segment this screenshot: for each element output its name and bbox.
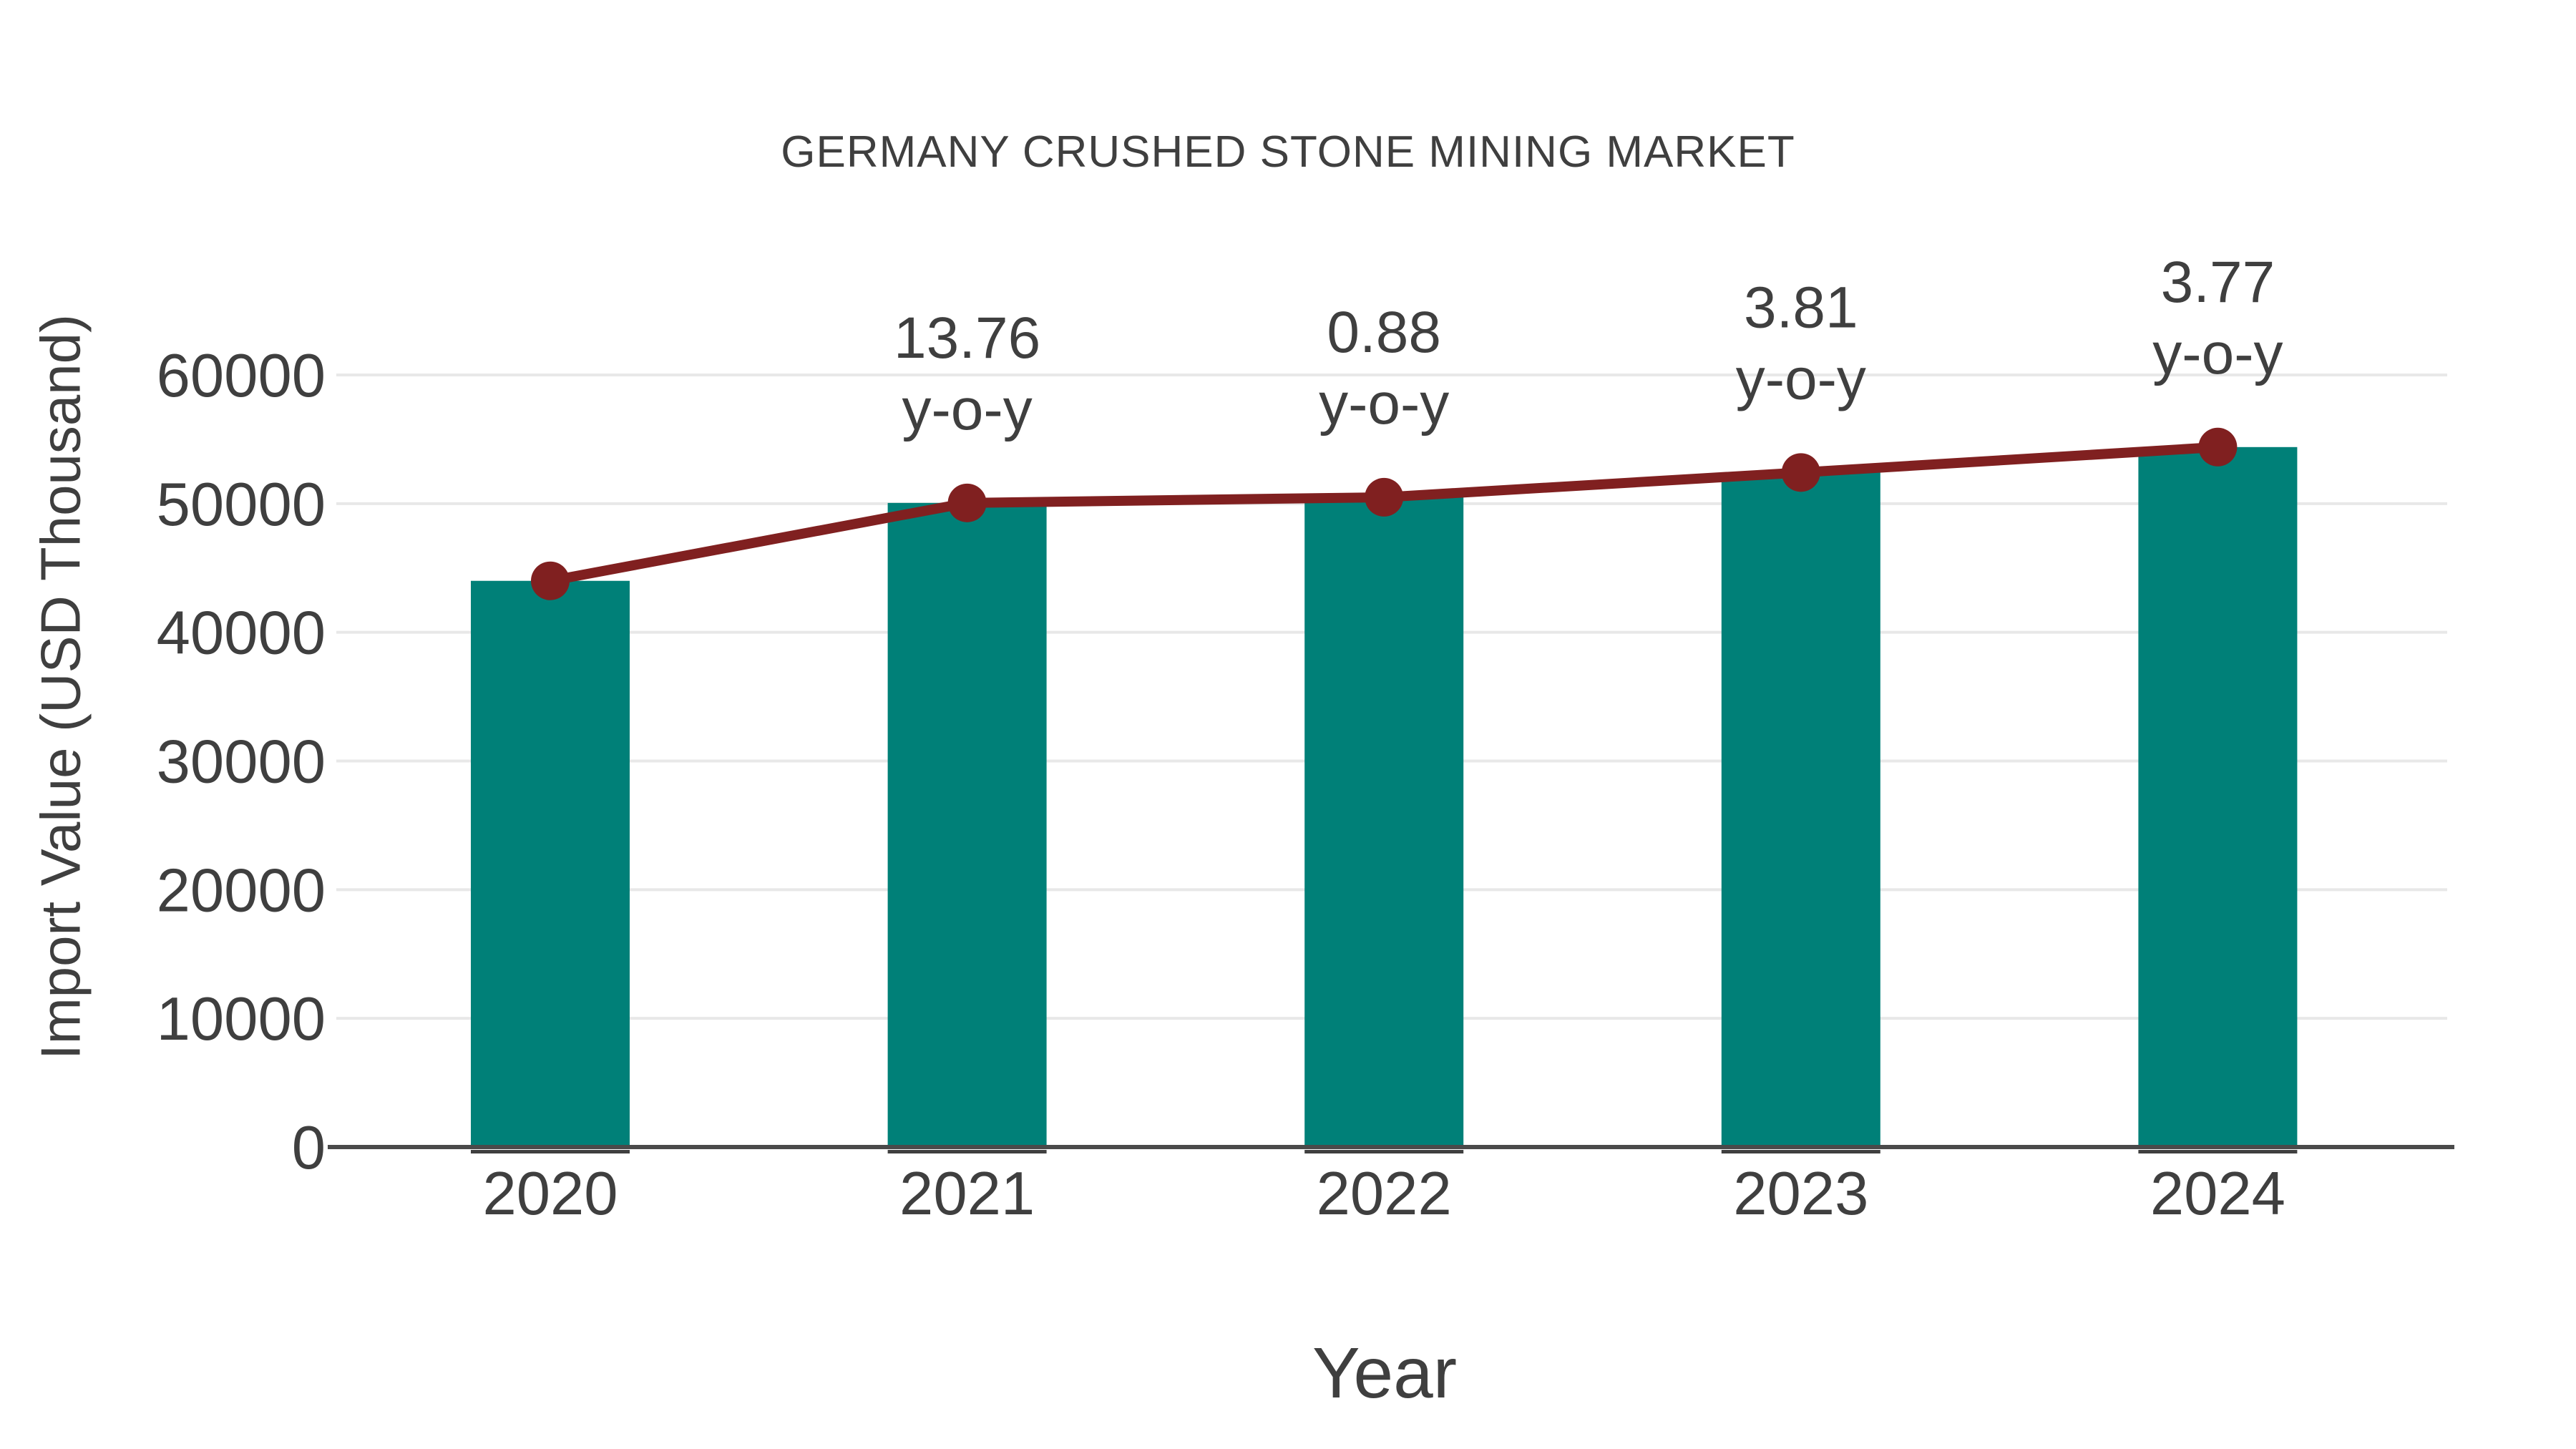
y-tick-label: 40000 [157,600,326,668]
category-tick [1721,1150,1880,1153]
category-tick [2138,1150,2298,1153]
y-tick-label: 0 [292,1114,326,1182]
data-point-marker-2021 [947,483,987,522]
data-point-marker-2024 [2198,427,2238,467]
data-point-marker-2020 [531,561,570,600]
bar-2021 [887,502,1047,1147]
bar-2022 [1304,497,1464,1147]
data-point-marker-2022 [1365,477,1404,517]
x-axis-title: Year [1312,1333,1458,1413]
x-tick-label: 2020 [482,1160,618,1228]
annotation-suffix-2021: y-o-y [902,377,1032,442]
category-tick [887,1150,1047,1153]
data-point-marker-2023 [1781,453,1820,492]
category-tick [1304,1150,1464,1153]
x-tick-label: 2022 [1317,1160,1452,1228]
chart-title: GERMANY CRUSHED STONE MINING MARKET [781,127,1795,177]
y-tick-label: 20000 [157,857,326,924]
annotation-value-2022: 0.88 [1327,300,1441,365]
y-tick-label: 60000 [157,342,326,410]
x-tick-label: 2021 [899,1160,1035,1228]
annotation-value-2021: 13.76 [894,306,1040,371]
bar-2024 [2138,447,2298,1147]
annotation-suffix-2024: y-o-y [2152,321,2283,386]
annotation-value-2023: 3.81 [1744,275,1858,340]
annotation-value-2024: 3.77 [2161,250,2275,315]
x-tick-label: 2024 [2150,1160,2285,1228]
category-tick [471,1150,630,1153]
x-axis-line [328,1145,2454,1149]
y-tick-label: 10000 [157,985,326,1053]
annotation-suffix-2023: y-o-y [1736,346,1866,411]
bar-2020 [471,580,630,1147]
y-axis-title: Import Value (USD Thousand) [29,314,92,1060]
annotation-suffix-2022: y-o-y [1319,371,1449,436]
x-tick-label: 2023 [1733,1160,1868,1228]
bar-2023 [1721,472,1880,1147]
y-tick-label: 30000 [157,728,326,796]
y-tick-label: 50000 [157,471,326,539]
